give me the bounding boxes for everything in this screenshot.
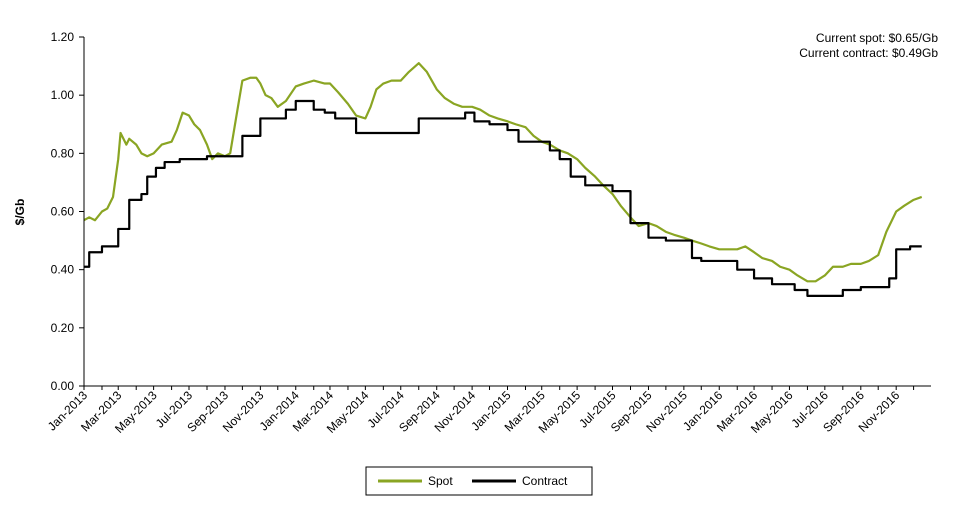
y-tick-label: 1.00 [51,88,75,102]
series-layer [83,62,923,297]
legend-spot-label: Spot [428,474,453,488]
y-axis-title: $/Gb [13,199,27,226]
y-tick-label: 0.80 [51,146,75,160]
current-contract-annotation: Current contract: $0.49Gb [799,46,938,60]
series-line-spot [83,62,923,283]
y-tick-labels: 0.00 0.20 0.40 0.60 0.80 1.00 1.20 [51,30,75,393]
y-tick-label: 1.20 [51,30,75,44]
axes-layer [79,36,931,390]
y-tick-label: 0.40 [51,263,75,277]
y-tick-label: 0.20 [51,321,75,335]
current-spot-annotation: Current spot: $0.65/Gb [816,31,938,45]
series-line-contract [84,99,922,297]
annotation-box: Current spot: $0.65/Gb Current contract:… [799,31,938,60]
y-tick-label: 0.00 [51,379,75,393]
legend-contract-label: Contract [522,474,568,488]
y-tick-label: 0.60 [51,205,75,219]
y-axis-title-group: $/Gb [13,199,27,226]
legend: Spot Contract [365,466,593,496]
